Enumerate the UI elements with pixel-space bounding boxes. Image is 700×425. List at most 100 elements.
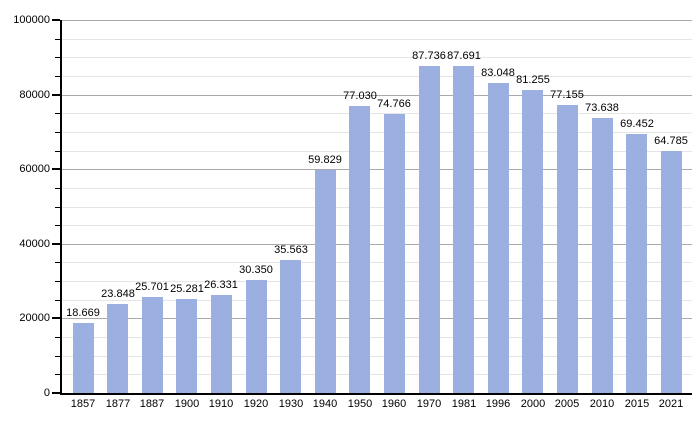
- minor-gridline: [62, 337, 692, 338]
- bar-value-label: 83.048: [481, 67, 515, 79]
- minor-gridline: [62, 300, 692, 301]
- bar-value-label: 18.669: [66, 307, 100, 319]
- y-tick-label: 40000: [19, 238, 50, 250]
- y-minor-tick: [55, 262, 60, 263]
- y-minor-tick: [55, 374, 60, 375]
- bar-value-label: 73.638: [585, 102, 619, 114]
- y-tick-label: 0: [43, 387, 50, 399]
- bar: [522, 90, 543, 393]
- y-major-tick: [52, 94, 60, 96]
- y-tick-label: 100000: [13, 14, 50, 26]
- bar-value-label: 74.766: [377, 98, 411, 110]
- bar: [488, 83, 509, 393]
- minor-gridline: [62, 76, 692, 77]
- bar: [592, 118, 613, 393]
- y-minor-tick: [55, 113, 60, 114]
- bar-value-label: 25.701: [135, 281, 169, 293]
- y-major-tick: [52, 243, 60, 245]
- bar: [142, 297, 163, 393]
- bar-value-label: 69.452: [620, 118, 654, 130]
- bar: [349, 106, 370, 393]
- x-tick-label: 2010: [589, 398, 615, 410]
- bar: [107, 304, 128, 393]
- bar: [176, 299, 197, 393]
- y-minor-tick: [55, 39, 60, 40]
- bar-value-label: 87.691: [447, 50, 481, 62]
- bar-value-label: 77.030: [343, 90, 377, 102]
- x-tick-label: 1960: [381, 398, 407, 410]
- y-minor-tick: [55, 207, 60, 208]
- x-tick-label: 2021: [658, 398, 684, 410]
- bar-value-label: 64.785: [654, 135, 688, 147]
- bar: [419, 66, 440, 393]
- bar-value-label: 81.255: [516, 74, 550, 86]
- minor-gridline: [62, 262, 692, 263]
- x-tick-label: 2000: [520, 398, 546, 410]
- x-tick-label: 2005: [554, 398, 580, 410]
- minor-gridline: [62, 57, 692, 58]
- y-tick-label: 60000: [19, 163, 50, 175]
- x-tick-label: 1887: [139, 398, 165, 410]
- bar: [384, 114, 405, 393]
- bar: [280, 260, 301, 393]
- x-tick-label: 1970: [416, 398, 442, 410]
- major-gridline: [62, 244, 692, 245]
- bar: [315, 170, 336, 393]
- bar: [557, 105, 578, 393]
- minor-gridline: [62, 188, 692, 189]
- minor-gridline: [62, 132, 692, 133]
- bar-value-label: 87.736: [412, 50, 446, 62]
- x-tick-label: 1877: [105, 398, 131, 410]
- y-minor-tick: [55, 188, 60, 189]
- bar-value-label: 26.331: [204, 279, 238, 291]
- minor-gridline: [62, 374, 692, 375]
- major-gridline: [62, 20, 692, 21]
- y-axis-line: [60, 20, 62, 395]
- bar-value-label: 30.350: [239, 264, 273, 276]
- y-minor-tick: [55, 132, 60, 133]
- minor-gridline: [62, 225, 692, 226]
- bar: [626, 134, 647, 393]
- y-minor-tick: [55, 151, 60, 152]
- major-gridline: [62, 95, 692, 96]
- minor-gridline: [62, 207, 692, 208]
- x-tick-label: 1920: [243, 398, 269, 410]
- y-minor-tick: [55, 57, 60, 58]
- x-tick-label: 1940: [312, 398, 338, 410]
- bar: [73, 323, 94, 393]
- bar: [453, 66, 474, 393]
- x-tick-label: 1981: [451, 398, 477, 410]
- y-minor-tick: [55, 300, 60, 301]
- x-tick-label: 1950: [347, 398, 373, 410]
- minor-gridline: [62, 151, 692, 152]
- y-minor-tick: [55, 281, 60, 282]
- x-tick-label: 1910: [208, 398, 234, 410]
- y-major-tick: [52, 317, 60, 319]
- major-gridline: [62, 169, 692, 170]
- bar: [246, 280, 267, 393]
- minor-gridline: [62, 39, 692, 40]
- minor-gridline: [62, 356, 692, 357]
- bar: [211, 295, 232, 393]
- bar-value-label: 35.563: [274, 244, 308, 256]
- bar-value-label: 77.155: [550, 89, 584, 101]
- bar-value-label: 23.848: [101, 288, 135, 300]
- y-major-tick: [52, 392, 60, 394]
- y-minor-tick: [55, 76, 60, 77]
- minor-gridline: [62, 281, 692, 282]
- y-minor-tick: [55, 337, 60, 338]
- y-major-tick: [52, 168, 60, 170]
- y-major-tick: [52, 19, 60, 21]
- y-tick-label: 80000: [19, 89, 50, 101]
- x-axis-line: [60, 393, 692, 395]
- minor-gridline: [62, 113, 692, 114]
- bar-value-label: 59.829: [308, 154, 342, 166]
- x-tick-label: 1900: [174, 398, 200, 410]
